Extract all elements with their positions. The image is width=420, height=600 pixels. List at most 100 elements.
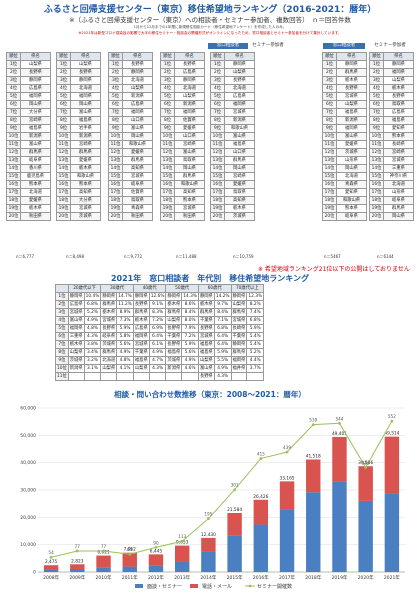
rank-cell: 5位	[369, 92, 384, 101]
prefecture-cell: 和歌山県	[336, 196, 367, 205]
rank-cell: 7位	[210, 108, 225, 117]
prefecture-cell: 岐阜県	[20, 156, 51, 165]
percent-cell: 5.6%	[181, 348, 199, 357]
table-row: 16位 熊本県	[6, 180, 51, 189]
percent-cell: 9.1%	[148, 300, 167, 309]
table-row: 1位 長野県	[108, 60, 153, 69]
percent-cell	[83, 372, 102, 381]
table-row: 7位 大分県	[6, 108, 51, 117]
rank-cell: 5位	[6, 92, 21, 101]
prefecture-cell: 広島県	[122, 100, 153, 109]
prefecture-cell	[100, 372, 118, 381]
table-row: 3位 静岡県	[6, 76, 51, 85]
legend-label: セミナー開催数	[257, 583, 292, 590]
prefecture-cell: 静岡県	[197, 292, 215, 301]
table-row: 9位 愛知県	[369, 124, 414, 133]
rank-cell: 16位	[56, 180, 71, 189]
percent-cell: 11.2%	[116, 300, 134, 309]
prefecture-cell: 千葉県	[165, 332, 183, 341]
rank-cell: 15位	[56, 172, 71, 181]
prefecture-cell: 岡山県	[70, 100, 101, 109]
prefecture-cell: 和歌山県	[224, 124, 255, 133]
rank-cell: 9位	[108, 124, 123, 133]
prefecture-cell: 愛媛県	[336, 140, 367, 149]
bar-phone	[279, 481, 295, 510]
bar-seminar	[122, 566, 137, 572]
prefecture-cell: 和歌山県	[174, 180, 205, 189]
prefecture-cell: 長野県	[174, 60, 205, 69]
table-row: 16位 青森県	[322, 180, 367, 189]
bar-phone	[306, 459, 321, 493]
rank-cell: 4位	[160, 84, 175, 93]
table-row: 7位 福岡県	[160, 108, 205, 117]
table-row: 9位 福岡県	[322, 124, 367, 133]
rank-cell: 11位	[6, 140, 21, 149]
group-2021-seminar: セミナー参加者	[374, 43, 406, 48]
percent-cell	[116, 372, 134, 381]
table-row: 5位 山梨県	[160, 92, 205, 101]
bar-total-label: 12,430	[201, 532, 216, 538]
prefecture-cell: 静岡県	[122, 68, 153, 77]
prefecture-cell: 愛媛県	[224, 180, 255, 189]
bar-phone	[148, 554, 164, 566]
seminar-count-point	[233, 488, 237, 492]
percent-cell: 4.9%	[213, 364, 232, 373]
legend-marker	[248, 584, 252, 588]
table-row: 17位 高知県	[160, 188, 205, 197]
x-tick-label: 2010年	[96, 574, 112, 581]
bar-seminar	[43, 569, 59, 572]
bar-seminar	[306, 492, 321, 572]
age-header: 40歳代	[132, 284, 167, 293]
prefecture-cell: 岡山県	[336, 164, 367, 173]
rank-cell: 9位	[369, 124, 384, 133]
rank-cell: 11位	[55, 372, 69, 381]
table-row: 20位 岐阜県	[322, 212, 367, 221]
prefecture-cell: 新潟県	[67, 364, 85, 373]
rank-cell: 13位	[322, 156, 337, 165]
prefecture-cell: 茨城県	[70, 212, 101, 221]
prefecture-cell: 宮城県	[174, 204, 205, 213]
percent-cell: 3.8%	[83, 340, 102, 349]
table-row: 18位 鳥取県	[108, 196, 153, 205]
table-row: 8位 新潟県	[210, 116, 255, 125]
rank-cell: 3位	[56, 76, 71, 85]
rank-cell: 9位	[56, 124, 71, 133]
rank-cell: 20位	[322, 212, 337, 221]
table-row: 14位 栃木県	[56, 164, 101, 173]
table-row: 15位 宮崎県	[210, 172, 255, 181]
seminar-count-label: 77	[101, 544, 107, 549]
bar-total-label: 9,653	[176, 540, 189, 546]
rank-cell: 9位	[322, 124, 337, 133]
prefecture-cell: 栃木県	[197, 300, 215, 309]
rank-cell: 5位	[55, 324, 69, 333]
prefecture-cell: 福井県	[230, 364, 248, 373]
rank-header: 順位	[6, 52, 21, 61]
y-tick-label: 50,000	[20, 433, 36, 439]
rank-cell: 1位	[108, 60, 123, 69]
table-row: 4位 山梨県	[108, 84, 153, 93]
prefecture-cell	[230, 372, 248, 381]
rank-cell: 20位	[56, 212, 71, 221]
table-row: 10位 山口県	[160, 132, 205, 141]
rank-cell: 6位	[369, 100, 384, 109]
percent-cell: 7.2%	[181, 332, 199, 341]
table-row: 11位 福島県	[210, 140, 255, 149]
table-row: 3位 北海道	[108, 76, 153, 85]
table-row: 10位 富山県	[322, 132, 367, 141]
prefecture-cell: 富山県	[67, 316, 85, 325]
prefecture-cell: 富山県	[224, 132, 255, 141]
rank-cell: 5位	[56, 92, 71, 101]
prefecture-cell	[67, 372, 85, 381]
prefecture-cell: 静岡県	[336, 60, 367, 69]
prefecture-cell: 長野県	[165, 324, 183, 333]
table-row: 9位 和歌山県	[210, 124, 255, 133]
note-line-1: 1月から12月までの1年間に新規移住相談カード（移住希望地アンケート）を作成した…	[133, 25, 287, 29]
rank-cell: 10位	[210, 132, 225, 141]
table-row: 20位 茨城県	[210, 212, 255, 221]
prefecture-cell: 長野県	[70, 68, 101, 77]
prefecture-cell: 静岡県	[230, 292, 248, 301]
prefecture-cell	[132, 372, 150, 381]
table-row: 10位 熊本県	[369, 132, 414, 141]
prefecture-cell: 鳥取県	[122, 196, 153, 205]
percent-cell: 8.4%	[181, 308, 199, 317]
